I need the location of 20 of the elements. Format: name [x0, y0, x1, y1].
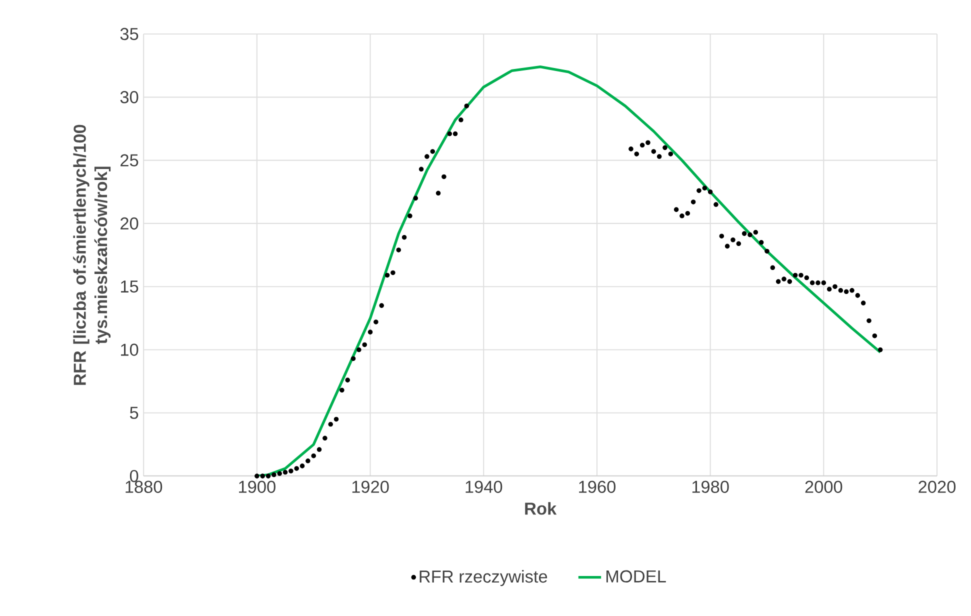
y-tick-label: 30 — [120, 91, 138, 104]
x-tick-label: 1900 — [239, 480, 276, 494]
y-axis-title: RFR [liczba of.śmiertlenych/100 tys.mieskzańców/rok] — [73, 124, 111, 385]
x-tick-label: 1980 — [692, 480, 729, 494]
y-tick-label: 0 — [130, 470, 138, 482]
x-tick-label: 1920 — [352, 480, 389, 494]
y-tick-label: 35 — [120, 28, 138, 40]
legend-label: MODEL — [606, 570, 666, 583]
y-tick-label: 20 — [120, 217, 138, 230]
x-tick-label: 1880 — [126, 480, 162, 494]
x-tick-label: 1960 — [579, 480, 616, 494]
x-tick-label: 2000 — [805, 480, 842, 494]
legend-label: RFR rzeczywiste — [420, 570, 548, 586]
x-tick-label: 1940 — [466, 480, 502, 494]
y-tick-label: 5 — [130, 406, 138, 420]
x-axis-title: Rok — [525, 502, 557, 515]
x-tick-label: 2020 — [918, 480, 956, 494]
y-tick-label: 10 — [121, 344, 138, 356]
y-tick-label: 25 — [120, 154, 138, 166]
y-tick-label: 15 — [121, 280, 138, 293]
